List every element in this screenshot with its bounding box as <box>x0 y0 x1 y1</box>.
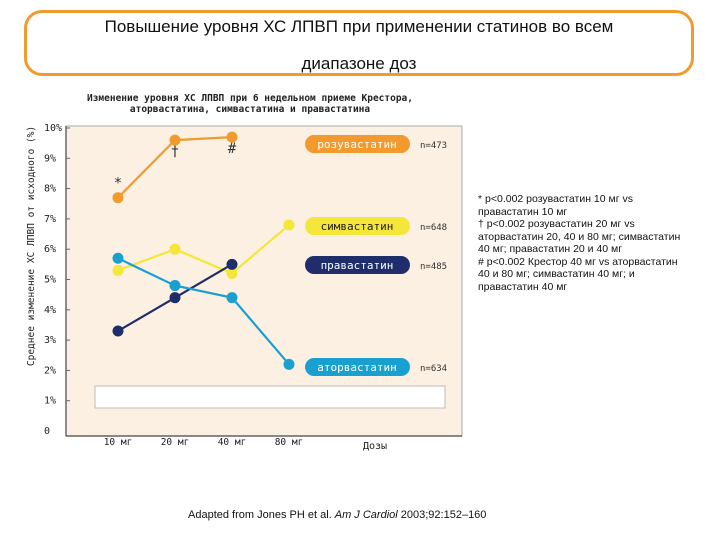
y-tick-label: 4% <box>44 305 56 316</box>
x-axis-label: Дозы <box>363 441 387 452</box>
footnote-line: 40 и 80 мг; симвастатин 40 мг; и <box>478 268 635 280</box>
data-point <box>283 358 295 370</box>
y-tick-label: 3% <box>44 335 56 346</box>
significance-marker: * <box>114 176 122 192</box>
y-tick-label: 10% <box>44 123 62 134</box>
slide-title-box: Повышение уровня ХС ЛПВП при применении … <box>24 10 694 76</box>
y-tick-label: 0 <box>44 426 50 437</box>
footnote-line: 40 мг; правастатин 20 и 40 мг <box>478 243 623 255</box>
slide-title-line-2: диапазоне доз <box>301 54 417 73</box>
series-label: розувастатин <box>317 138 396 151</box>
y-tick-label: 9% <box>44 153 56 164</box>
series-n: n=634 <box>420 364 447 374</box>
significance-marker: # <box>228 141 237 157</box>
significance-marker: † <box>171 144 179 160</box>
data-point <box>112 325 124 337</box>
series-label-pill <box>305 135 410 153</box>
citation-prefix: Adapted from Jones PH et al. <box>188 509 335 521</box>
footnote-line: # p<0.002 Крестор 40 мг vs аторвастатин <box>478 255 678 268</box>
y-tick-label: 2% <box>44 365 56 376</box>
series-label: аторвастатин <box>317 361 396 374</box>
data-point <box>226 258 238 270</box>
data-point <box>226 131 238 143</box>
data-point <box>169 243 181 255</box>
series-label: симвастатин <box>321 220 394 233</box>
data-point <box>112 192 124 204</box>
series-line <box>117 257 290 366</box>
citation-suffix: 2003;92:152–160 <box>397 509 487 521</box>
data-point <box>283 219 295 231</box>
y-tick-label: 8% <box>44 184 56 195</box>
footnote-line: † p<0.002 розувастатин 20 мг vs <box>478 218 635 230</box>
data-point <box>169 280 181 292</box>
data-point <box>169 134 181 146</box>
y-axis-label: Среднее изменение ХС ЛПВП от исходного (… <box>26 126 37 366</box>
series-n: n=473 <box>420 141 447 151</box>
plot-area <box>65 125 463 437</box>
x-tick-label: 40 мг <box>218 437 247 448</box>
data-point <box>112 264 124 276</box>
series-label: правастатин <box>321 259 394 272</box>
citation: Adapted from Jones PH et al. Am J Cardio… <box>188 509 486 521</box>
data-point <box>226 267 238 279</box>
x-tick-label: 80 мг <box>275 437 304 448</box>
citation-journal: Am J Cardiol <box>334 509 398 521</box>
series-n: n=648 <box>420 223 447 233</box>
series-label-pill <box>305 358 410 376</box>
y-tick-label: 7% <box>44 214 56 225</box>
footnote-line: * p<0.002 розувастатин 10 мг vs <box>478 193 633 205</box>
x-tick-label: 20 мг <box>161 437 190 448</box>
footnotes: * p<0.002 розувастатин 10 мг vs правастат… <box>478 193 703 293</box>
series-label-pill <box>305 217 410 235</box>
series-line <box>117 224 290 275</box>
footnote-line: правастатин 40 мг <box>478 280 568 293</box>
data-point <box>226 292 238 304</box>
series-n: n=485 <box>420 262 447 272</box>
plot-inner-box <box>94 385 446 409</box>
series-label-pill <box>305 256 410 274</box>
footnote-line: правастатин 10 мг <box>478 205 568 218</box>
data-point <box>112 252 124 264</box>
x-tick-label: 10 мг <box>104 437 133 448</box>
y-tick-label: 6% <box>44 244 56 255</box>
slide-title-line-1: Повышение уровня ХС ЛПВП при применении … <box>104 17 614 36</box>
data-point <box>169 292 181 304</box>
y-tick-label: 5% <box>44 275 56 286</box>
footnote-line: аторвастатин 20, 40 и 80 мг; симвастатин <box>478 230 681 243</box>
chart-title-line-2: аторвастатина, симвастатина и правастати… <box>130 104 370 115</box>
chart-title-line-1: Изменение уровня ХС ЛПВП при 6 недельном… <box>87 93 413 104</box>
y-tick-label: 1% <box>44 396 56 407</box>
